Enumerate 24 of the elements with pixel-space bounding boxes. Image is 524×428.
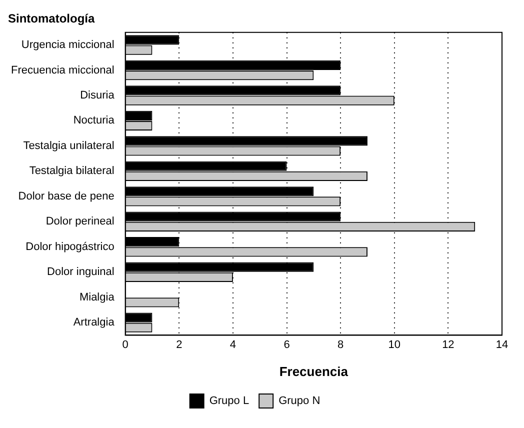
y-tick-label: Disuria	[80, 90, 116, 102]
y-tick-label: Dolor base de pene	[18, 190, 114, 202]
y-tick-label: Frecuencia miccional	[10, 64, 114, 76]
y-tick-label: Urgencia miccional	[21, 39, 114, 52]
x-tick-label: 6	[284, 338, 290, 351]
y-tick-label: Testalgia unilateral	[23, 140, 114, 152]
y-tick-label: Dolor perineal	[46, 216, 114, 228]
x-tick-label: 10	[388, 338, 400, 351]
y-tick-label: Artralgia	[73, 316, 116, 329]
x-tick-label: 4	[230, 338, 236, 351]
legend-label: Grupo N	[278, 395, 320, 408]
y-tick-label: Dolor inguinal	[47, 266, 114, 278]
x-tick-label: 12	[442, 338, 454, 351]
x-tick-label: 0	[122, 338, 128, 351]
y-tick-label: Dolor hipogástrico	[26, 240, 114, 253]
x-tick-label: 14	[496, 338, 508, 351]
x-tick-label: 2	[176, 338, 182, 351]
y-tick-label: Testalgia bilateral	[29, 165, 114, 178]
y-tick-label: Nocturia	[73, 114, 116, 127]
x-axis-title: Frecuencia	[279, 364, 349, 379]
x-tick-label: 8	[338, 338, 344, 351]
y-tick-label: Mialgia	[79, 291, 116, 304]
chart-title: Sintomatología	[8, 12, 95, 26]
legend-label: Grupo L	[209, 395, 250, 408]
